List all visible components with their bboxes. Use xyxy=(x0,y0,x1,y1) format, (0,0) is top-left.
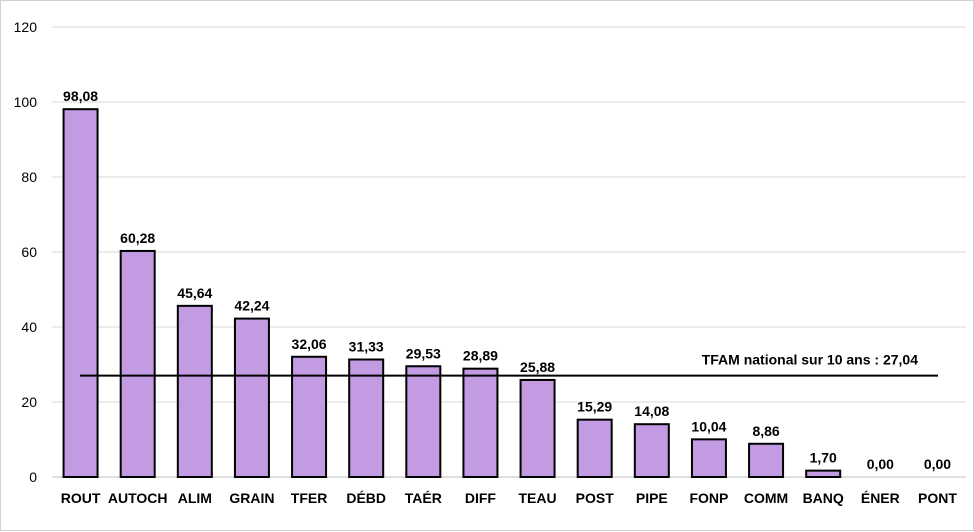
y-tick-label: 0 xyxy=(29,469,37,485)
data-label: 42,24 xyxy=(234,298,269,314)
data-label: 25,88 xyxy=(520,359,555,375)
bar xyxy=(748,442,785,478)
bar xyxy=(62,108,99,478)
category-label: ROUT xyxy=(61,490,101,506)
bar xyxy=(405,365,442,479)
y-tick-label: 60 xyxy=(21,244,37,260)
bar xyxy=(690,438,727,479)
data-label: 45,64 xyxy=(177,285,212,301)
y-tick-label: 120 xyxy=(14,19,38,35)
data-label: 0,00 xyxy=(924,456,951,472)
x-axis-categories: ROUT AUTOCH ALIM GRAIN TFER DÉBD TAÉR DIFF TEAU P… xyxy=(61,490,958,506)
data-label: 10,04 xyxy=(691,418,726,434)
category-label: TFER xyxy=(291,490,328,506)
data-label: 28,89 xyxy=(463,348,498,364)
category-label: ÉNER xyxy=(861,490,900,506)
category-label: PIPE xyxy=(636,490,668,506)
category-label: COMM xyxy=(744,490,788,506)
bar xyxy=(233,317,270,478)
y-tick-label: 40 xyxy=(21,319,37,335)
data-label: 31,33 xyxy=(349,339,384,355)
bars xyxy=(62,108,842,479)
category-label: TAÉR xyxy=(405,490,442,506)
data-label: 32,06 xyxy=(292,336,327,352)
reference-line-label: TFAM national sur 10 ans : 27,04 xyxy=(702,352,919,368)
bar xyxy=(119,249,156,478)
bar xyxy=(176,304,213,478)
data-label: 15,29 xyxy=(577,399,612,415)
bar xyxy=(462,367,499,479)
data-label: 60,28 xyxy=(120,230,155,246)
bar xyxy=(576,418,613,479)
data-label: 8,86 xyxy=(752,423,779,439)
y-tick-label: 80 xyxy=(21,169,37,185)
bar xyxy=(348,358,385,479)
category-label: GRAIN xyxy=(229,490,274,506)
y-tick-label: 100 xyxy=(14,94,38,110)
y-tick-label: 20 xyxy=(21,394,37,410)
data-label: 0,00 xyxy=(867,456,894,472)
bar xyxy=(519,378,556,479)
bar xyxy=(633,423,670,479)
data-label: 14,08 xyxy=(634,403,669,419)
category-label: BANQ xyxy=(803,490,844,506)
bar xyxy=(291,355,328,478)
category-label: PONT xyxy=(918,490,957,506)
data-label: 29,53 xyxy=(406,345,441,361)
y-axis-ticks: 0 20 40 60 80 100 120 xyxy=(14,19,38,485)
category-label: POST xyxy=(576,490,615,506)
reference-line-group: TFAM national sur 10 ans : 27,04 xyxy=(80,352,938,377)
category-label: TEAU xyxy=(519,490,557,506)
category-label: DÉBD xyxy=(346,490,386,506)
data-label: 98,08 xyxy=(63,88,98,104)
category-label: FONP xyxy=(689,490,728,506)
data-labels: 98,08 60,28 45,64 42,24 32,06 31,33 29,53 28,89… xyxy=(63,88,951,472)
data-label: 1,70 xyxy=(810,450,837,466)
category-label: DIFF xyxy=(465,490,497,506)
bar xyxy=(805,469,842,478)
category-label: AUTOCH xyxy=(108,490,168,506)
category-label: ALIM xyxy=(178,490,212,506)
